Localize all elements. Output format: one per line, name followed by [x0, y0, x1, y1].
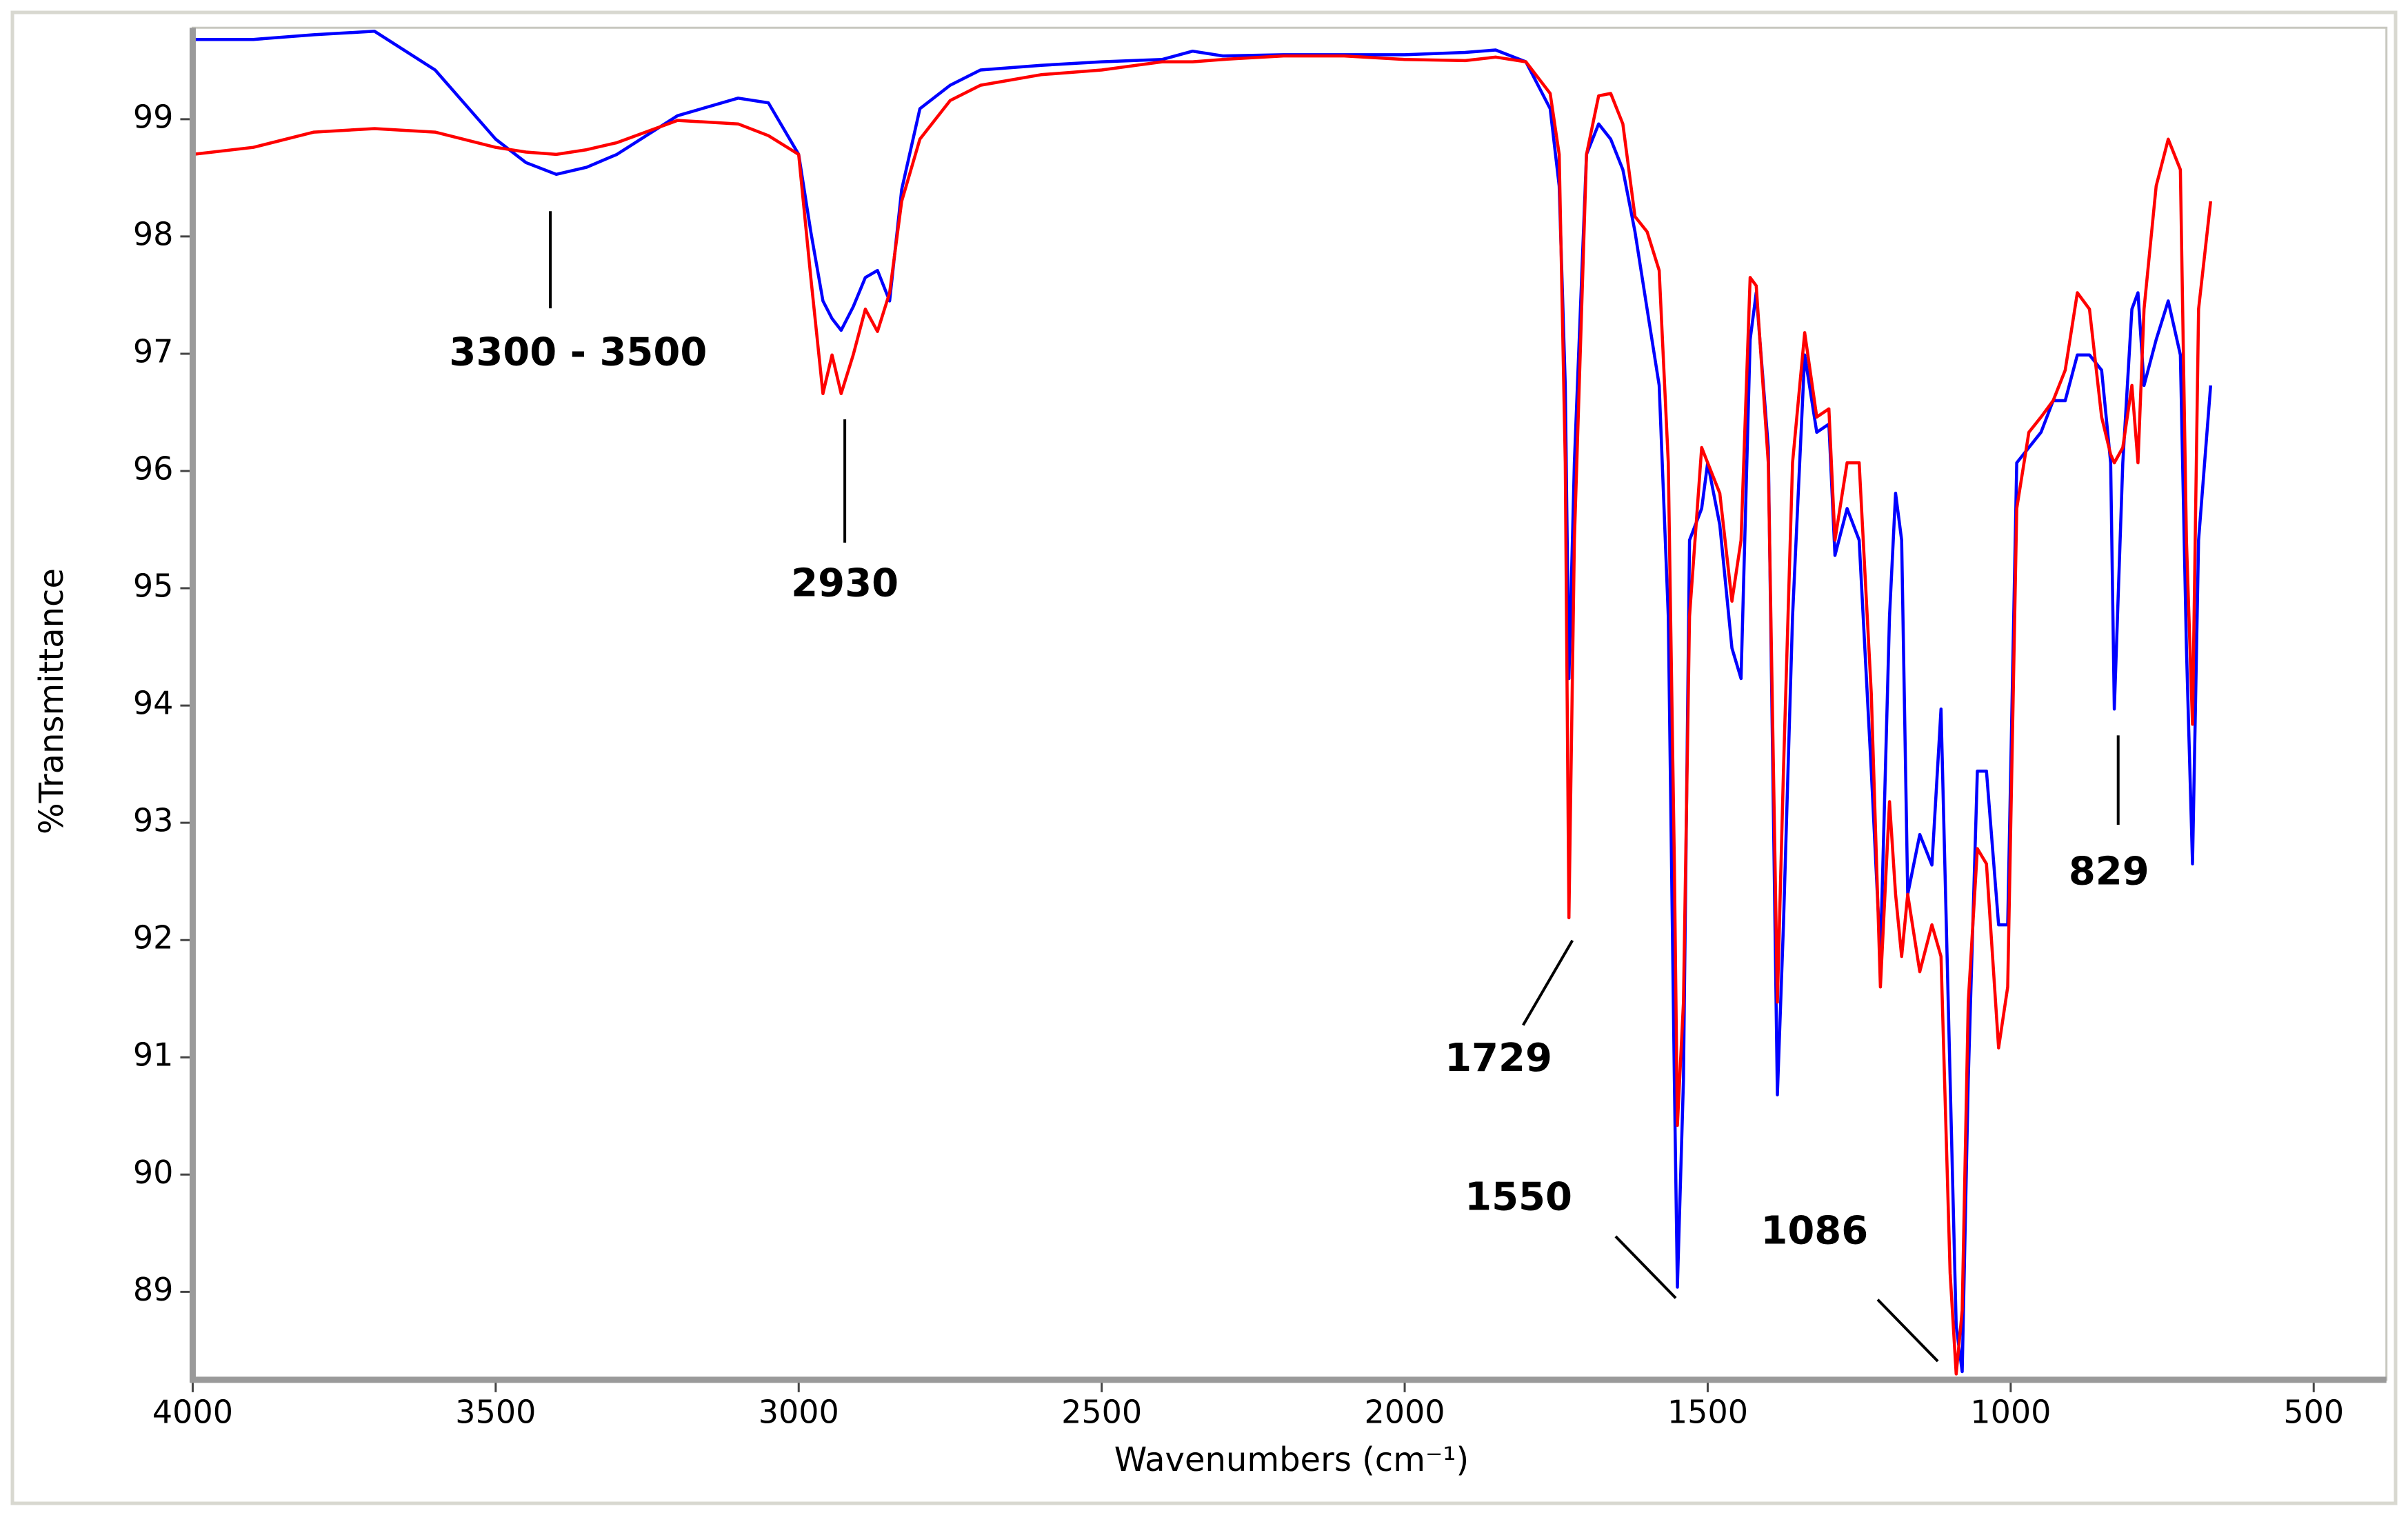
y-tick-label: 97 — [133, 332, 174, 370]
y-axis-title: %Transmittance — [32, 568, 71, 834]
y-tick-label: 95 — [133, 568, 174, 605]
x-tick-label: 2000 — [1365, 1393, 1445, 1430]
x-tick-label: 3000 — [759, 1393, 839, 1430]
annotation-leader — [1876, 1299, 1939, 1363]
annotation-label: 2930 — [791, 561, 899, 606]
x-tick-label: 4000 — [152, 1393, 233, 1430]
outer-frame — [10, 10, 2398, 1505]
spectrum-line — [192, 54, 2213, 1376]
x-tick-label: 500 — [2283, 1393, 2344, 1430]
annotation-label: 1550 — [1465, 1174, 1572, 1219]
x-tick-label: 1500 — [1667, 1393, 1748, 1430]
x-tick-label: 2500 — [1061, 1393, 1142, 1430]
y-tick-label: 92 — [133, 919, 174, 956]
x-tick-label: 3500 — [455, 1393, 536, 1430]
y-tick-label: 93 — [133, 802, 174, 839]
y-tick-label: 96 — [133, 450, 174, 488]
y-tick-label: 90 — [133, 1154, 174, 1191]
y-tick-label: 91 — [133, 1036, 174, 1074]
annotation-label: 829 — [2069, 850, 2149, 894]
annotation-leader — [1614, 1235, 1677, 1299]
spectrum-line — [192, 30, 2213, 1374]
annotation-label: 1729 — [1445, 1036, 1552, 1081]
y-tick-label: 99 — [133, 98, 174, 135]
annotation-label: 1086 — [1760, 1209, 1868, 1254]
x-axis-title: Wavenumbers (cm⁻¹) — [1114, 1441, 1469, 1479]
y-tick-label: 98 — [133, 215, 174, 252]
x-tick-label: 1000 — [1970, 1393, 2051, 1430]
annotation-leader — [1522, 939, 1574, 1026]
y-tick-label: 94 — [133, 685, 174, 722]
annotation-label: 3300 - 3500 — [449, 330, 707, 374]
y-tick-label: 89 — [133, 1271, 174, 1308]
